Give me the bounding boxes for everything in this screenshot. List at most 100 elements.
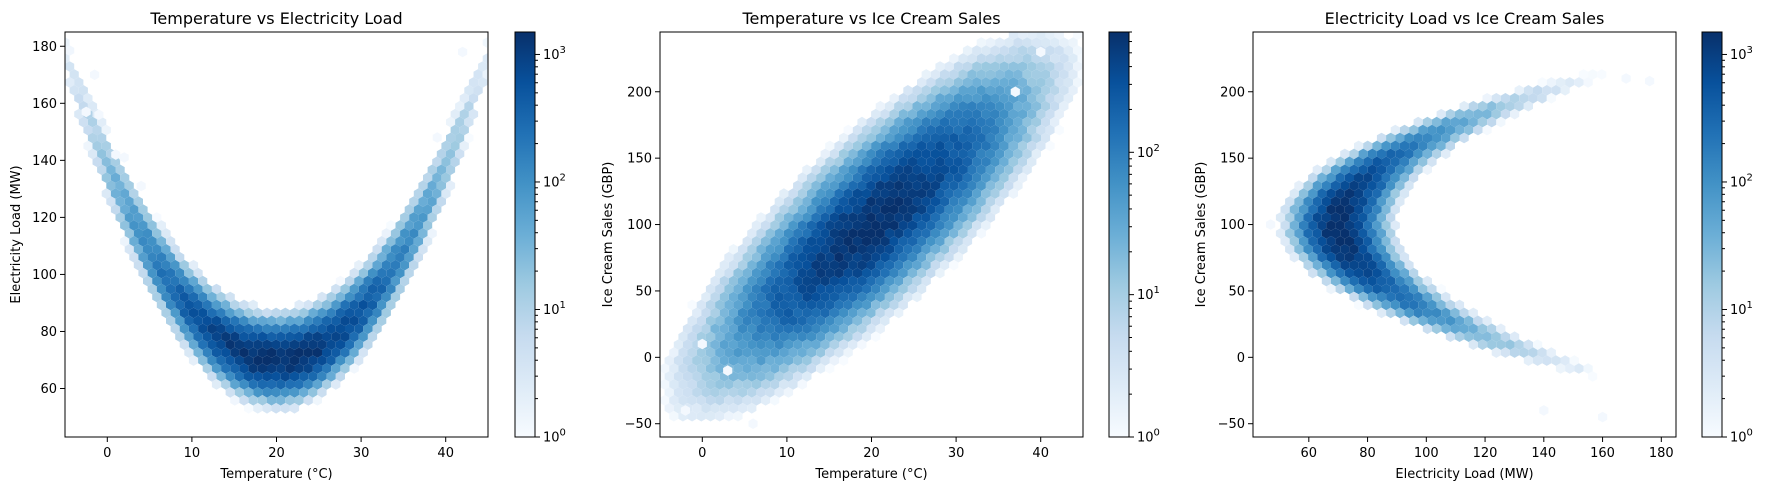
hexbin-cell [120, 220, 130, 231]
hexbin-cell [825, 236, 835, 247]
hexbin-cell [696, 410, 706, 422]
hexbin-cell [981, 220, 991, 231]
hexbin-cell [1372, 188, 1382, 199]
hexbin-cell [664, 371, 674, 382]
hexbin-cell [917, 220, 927, 231]
hexbin-cell [669, 395, 679, 406]
hexbin-cell [875, 132, 885, 144]
hexbin-cell [990, 188, 1000, 199]
hexbin-cell [802, 323, 812, 335]
hexbin-cell [852, 315, 862, 327]
hexbin-cell [862, 251, 872, 263]
hexbin-cell [816, 251, 826, 263]
hexbin-cell [1491, 93, 1501, 104]
hexbin-cell [1004, 53, 1014, 64]
hexbin-cell [705, 410, 716, 422]
colorbar-tick-label: 101 [543, 300, 566, 318]
hexbin-cell [1289, 236, 1299, 247]
hexbin-cell [156, 299, 166, 311]
hexbin-cell [958, 196, 968, 207]
hexbin-cell [967, 228, 977, 239]
hexbin-cell [152, 244, 162, 255]
hexbin-cell [962, 124, 973, 136]
hexbin-cell [248, 395, 258, 406]
hexbin-cell [1450, 132, 1460, 144]
hexbin-cell [935, 267, 945, 279]
hexbin-cell [866, 307, 876, 319]
hexbin-cell [907, 283, 917, 295]
hexbin-cell [871, 283, 881, 295]
hexbin-cell [999, 140, 1009, 152]
x-tick-label: 20 [863, 446, 880, 461]
x-tick-label: 100 [1414, 446, 1439, 461]
hexbin-cell [682, 371, 693, 382]
hexbin-cell [1436, 283, 1446, 295]
hexbin-cell [349, 347, 359, 358]
hexbin-cell [797, 363, 807, 374]
hexbin-cell [728, 259, 738, 271]
hexbin-cell [1294, 244, 1304, 255]
hexbin-cell [276, 315, 286, 327]
hexbin-cell [1418, 283, 1428, 295]
hexbin-cell [1482, 93, 1492, 104]
hexbin-cell [857, 164, 867, 176]
hexbin-cell [976, 196, 986, 207]
hexbin-cell [696, 299, 706, 311]
hexbin-cell [825, 188, 835, 199]
hexbin-cell [774, 244, 784, 255]
hexbin-cell [432, 188, 442, 199]
hexbin-cell [940, 244, 950, 255]
hexbin-cell [1303, 228, 1313, 239]
hexbin-cell [138, 236, 148, 247]
hexbin-cell [340, 315, 350, 327]
hexbin-cell [981, 204, 991, 215]
hexbin-cell [788, 236, 798, 247]
hexbin-cell [216, 371, 226, 382]
hexbin-cell [999, 77, 1009, 88]
hexbin-cell [1036, 77, 1046, 88]
hexbin-cell [349, 331, 359, 342]
hexbin-cell [976, 37, 986, 48]
hexbin-cell [825, 172, 835, 183]
hexbin-cell [1008, 188, 1018, 199]
hexbin-cell [953, 188, 963, 199]
hexbin-cell [1326, 220, 1336, 231]
y-axis-label: Ice Cream Sales (GBP) [601, 162, 616, 308]
hexbin-cell [921, 164, 931, 176]
hexbin-cell [358, 267, 368, 279]
hexbin-cell [1381, 188, 1391, 199]
hexbin-cell [367, 315, 378, 327]
hexbin-cell [262, 323, 272, 335]
hexbin-cell [1041, 69, 1051, 80]
hexbin-cell [1386, 244, 1396, 255]
hexbin-cell [170, 323, 180, 335]
hexbin-cell [1539, 405, 1549, 416]
hexbin-cell [949, 53, 959, 64]
x-axis-ticks: 60 80 100 120 140 160 180 [1301, 437, 1674, 461]
hexbin-cell [1413, 291, 1423, 303]
hexbin-cell [1331, 196, 1341, 207]
hexbin-cell [839, 212, 849, 223]
hexbin-cell [894, 244, 904, 255]
hexbin-cell [719, 275, 729, 287]
hexbin-cell [1390, 251, 1400, 263]
hexbin-cell [761, 299, 771, 311]
hexbin-cell [829, 259, 839, 271]
hexbin-cell [179, 339, 189, 350]
hexbin-cell [806, 347, 817, 358]
hexbin-cell [999, 156, 1009, 168]
hexbin-cell [188, 307, 199, 319]
hexbin-cell [724, 395, 734, 406]
hexbin-cell [797, 251, 807, 263]
hexbin-cell [848, 275, 858, 287]
hexbin-cell [990, 124, 1000, 136]
hexbin-cell [413, 188, 423, 199]
colorbar [514, 31, 536, 438]
hexbin-cell [898, 93, 908, 104]
hexbin-cell [340, 283, 350, 295]
hexbin-cell [884, 244, 895, 255]
hexbin-cell [381, 291, 391, 303]
hexbin-cell [285, 331, 295, 342]
hexbin-cell [678, 331, 688, 342]
hexbin-cell [1409, 140, 1419, 152]
